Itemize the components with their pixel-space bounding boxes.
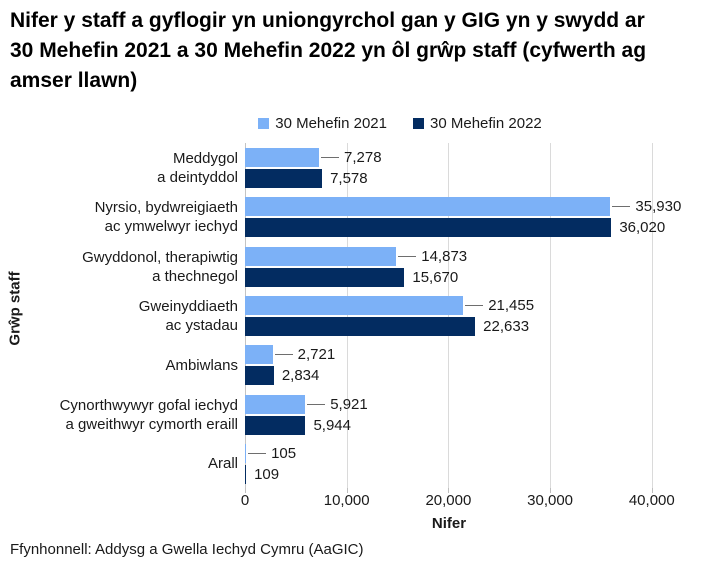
legend-label-2021: 30 Mehefin 2021 xyxy=(275,114,387,132)
legend-item-2021: 30 Mehefin 2021 xyxy=(258,115,387,132)
bar-2022 xyxy=(245,267,405,287)
legend: 30 Mehefin 2021 30 Mehefin 2022 xyxy=(120,112,680,134)
bar-2021 xyxy=(245,148,320,167)
x-tick-label: 0 xyxy=(240,492,250,509)
value-label-2022: 2,834 xyxy=(281,367,320,385)
leader-line xyxy=(248,452,267,454)
value-label-2021: 7,278 xyxy=(344,149,382,166)
legend-label-2022: 30 Mehefin 2022 xyxy=(430,114,542,132)
x-axis-title: Nifer xyxy=(431,515,467,532)
bar-2022 xyxy=(245,169,323,188)
bar-2022 xyxy=(245,218,612,238)
value-label-2021: 5,921 xyxy=(330,395,368,413)
y-axis-line xyxy=(245,143,246,488)
category-label: Gwyddonol, therapiwtig a thechnegol xyxy=(82,248,238,285)
value-label-2022: 5,944 xyxy=(313,416,351,434)
value-label-2022: 36,020 xyxy=(619,219,666,237)
value-label-2022: 109 xyxy=(254,465,280,483)
value-label-2021: 105 xyxy=(271,444,297,462)
bar-2021 xyxy=(245,295,464,315)
tick-mark xyxy=(550,488,552,493)
plot-area: 7,278 7,578 35,930 36,020 14,873 15,670 21,455… xyxy=(245,143,690,493)
value-label-2022: 22,633 xyxy=(483,317,530,335)
category-label: Meddygol a deintyddol xyxy=(157,150,238,186)
bar-2021 xyxy=(245,394,306,414)
tick-mark xyxy=(346,488,348,493)
category-label: Gweinyddiaeth ac ystadau xyxy=(138,297,238,334)
source-note: Ffynhonnell: Addysg a Gwella Iechyd Cymr… xyxy=(10,541,364,558)
chart-title: Nifer y staff a gyflogir yn uniongyrchol… xyxy=(10,9,647,92)
gridline xyxy=(448,143,450,488)
bar-2021 xyxy=(245,345,273,365)
gridline xyxy=(651,143,653,488)
leader-line xyxy=(465,304,484,306)
value-label-2021: 21,455 xyxy=(488,296,535,314)
category-label: Cynorthwywyr gofal iechyd a gweithwyr cym… xyxy=(59,396,238,433)
x-tick-label: 40,000 xyxy=(628,492,675,509)
bar-2022 xyxy=(245,316,476,336)
x-tick-label: 10,000 xyxy=(323,492,370,509)
bar-2022 xyxy=(245,415,306,435)
gridline xyxy=(346,143,348,488)
category-label: Ambiwlans xyxy=(165,356,238,374)
bar-2022 xyxy=(245,464,247,484)
tick-mark xyxy=(448,488,450,493)
value-label-2022: 7,578 xyxy=(330,170,368,187)
bar-2021 xyxy=(245,443,247,463)
leader-line xyxy=(321,157,340,158)
legend-swatch-2022-icon xyxy=(413,117,424,129)
leader-line xyxy=(612,206,631,208)
legend-item-2022: 30 Mehefin 2022 xyxy=(413,115,542,132)
category-label: Arall xyxy=(207,455,238,473)
x-tick-label: 20,000 xyxy=(425,492,472,509)
value-label-2022: 15,670 xyxy=(412,268,459,286)
leader-line xyxy=(398,255,417,257)
gridline xyxy=(550,143,552,488)
bar-2021 xyxy=(245,197,611,217)
value-label-2021: 35,930 xyxy=(635,198,682,216)
tick-mark xyxy=(245,488,246,493)
tick-mark xyxy=(651,488,653,493)
category-label: Nyrsio, bydwreigiaeth ac ymwelwyr iechyd xyxy=(94,199,238,236)
bar-2022 xyxy=(245,366,274,386)
leader-line xyxy=(274,354,293,356)
leader-line xyxy=(307,403,326,405)
legend-swatch-2021-icon xyxy=(258,117,270,129)
value-label-2021: 2,721 xyxy=(297,346,336,364)
value-label-2021: 14,873 xyxy=(421,247,468,265)
bar-2021 xyxy=(245,246,397,266)
x-tick-label: 30,000 xyxy=(527,492,574,509)
